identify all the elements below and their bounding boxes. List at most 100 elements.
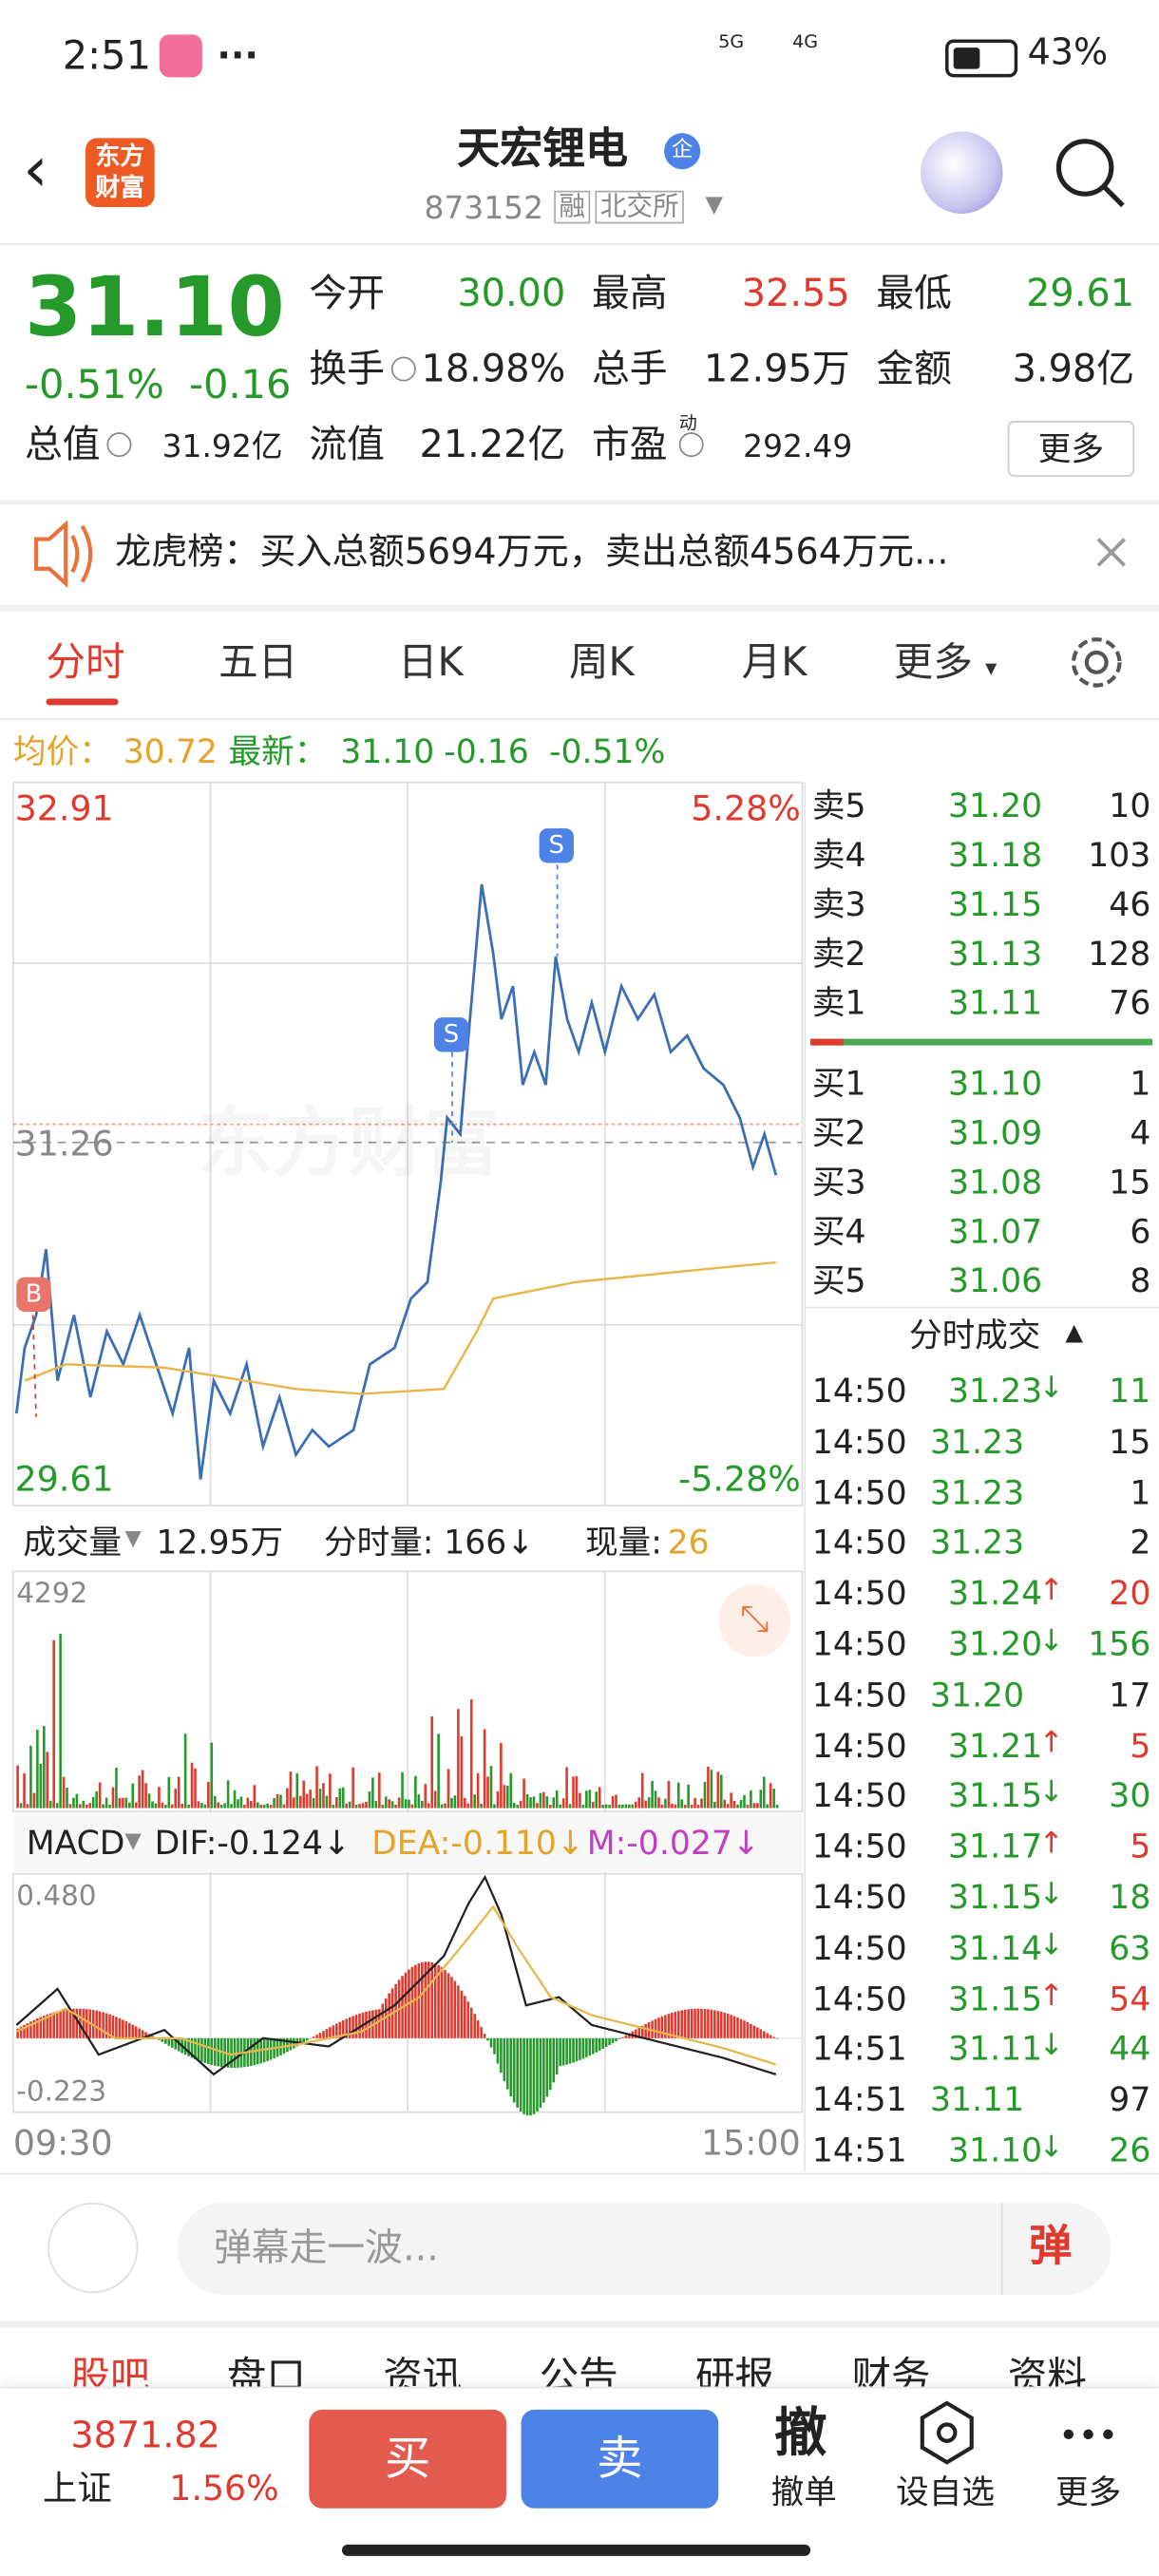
divider <box>0 2320 1159 2328</box>
book-volume: 10 <box>1109 786 1151 825</box>
book-label: 买2 <box>811 1112 866 1153</box>
network-5g: 5G <box>718 30 745 53</box>
buy-button[interactable]: 买 <box>309 2409 506 2509</box>
volume-bar <box>62 1776 66 1809</box>
volume-bar <box>91 1796 95 1809</box>
chart-tab[interactable]: 日K <box>397 639 464 686</box>
watchlist-label[interactable]: 设自选 <box>896 2472 995 2512</box>
macd-bar <box>203 2037 207 2063</box>
volume-bar <box>703 1782 707 1809</box>
index-value[interactable]: 3871.82 <box>70 2415 220 2458</box>
more-icon[interactable] <box>1063 2429 1113 2440</box>
trade-direction: ↓ <box>1038 1775 1064 1810</box>
bottom-tab[interactable]: 资讯 <box>383 2354 463 2387</box>
bottom-tab[interactable]: 股吧 <box>70 2354 150 2387</box>
comment-input[interactable] <box>177 2202 1112 2295</box>
trade-direction: ↑ <box>1038 1978 1064 2014</box>
volume-bar <box>674 1804 677 1809</box>
buy-marker[interactable]: B <box>16 1277 51 1312</box>
battery-level: 43% <box>1027 32 1109 74</box>
search-icon[interactable] <box>1055 139 1114 197</box>
bottom-tab[interactable]: 研报 <box>695 2354 775 2387</box>
macd-bar <box>194 2037 197 2059</box>
settings-icon[interactable] <box>1071 637 1122 688</box>
volume-bar <box>414 1775 417 1809</box>
macd-bar <box>483 2034 486 2038</box>
dif-line <box>15 1874 777 2076</box>
macd-max: 0.480 <box>16 1880 97 1914</box>
macd-bar <box>545 2037 549 2097</box>
macd-bar <box>138 2028 141 2038</box>
trade-price: 31.24 <box>948 1573 1043 1613</box>
bottom-tab[interactable]: 财务 <box>851 2354 931 2387</box>
sell-marker[interactable]: S <box>539 828 574 863</box>
danmaku-button[interactable]: 弹 <box>1029 2222 1073 2272</box>
sell-marker[interactable]: S <box>433 1017 469 1052</box>
volume-label[interactable]: 成交量 <box>23 1522 123 1562</box>
sell-button[interactable]: 卖 <box>521 2409 719 2509</box>
volume-bar <box>233 1790 237 1809</box>
volume-bar <box>305 1793 309 1809</box>
macd-bar <box>378 2009 381 2038</box>
chart-tab[interactable]: 分时 <box>46 639 125 686</box>
volume-bar <box>424 1784 428 1809</box>
chart-tab[interactable]: 周K <box>568 639 635 686</box>
info-icon <box>678 432 704 458</box>
macd-bar <box>124 2021 128 2038</box>
macd-bar <box>555 2037 559 2074</box>
change-percent: -0.51% <box>24 361 164 408</box>
bottom-tab[interactable]: 公告 <box>539 2354 618 2387</box>
macd-label[interactable]: MACD <box>26 1823 125 1863</box>
volume-bar <box>312 1797 315 1809</box>
notice-text[interactable]: 龙虎榜：买入总额5694万元，卖出总额4564万元... <box>115 532 949 574</box>
macd-bar <box>36 2017 39 2038</box>
volume-bar <box>279 1794 282 1809</box>
macd-dif: DIF:-0.124↓ <box>154 1823 351 1863</box>
volume-bar <box>730 1792 732 1809</box>
macd-bar <box>585 2037 588 2057</box>
assistant-avatar[interactable] <box>921 131 1003 214</box>
book-label: 卖1 <box>811 982 866 1023</box>
macd-bar <box>381 2003 385 2038</box>
volume-bar <box>519 1800 522 1809</box>
bottom-tab[interactable]: 盘口 <box>226 2354 306 2387</box>
dropdown[interactable]: ▼ <box>705 192 724 219</box>
macd-bar <box>131 2024 135 2038</box>
macd-bar <box>752 2025 756 2038</box>
volume-bar <box>332 1805 335 1809</box>
macd-bar <box>174 2037 178 2050</box>
volume-bar <box>298 1795 302 1809</box>
volume-bar <box>552 1797 556 1809</box>
field-value: 29.61 <box>1026 273 1135 316</box>
more-button[interactable]: 更多 <box>1007 421 1135 477</box>
trades-title[interactable]: 分时成交 <box>908 1315 1041 1354</box>
macd-bar <box>345 2018 349 2038</box>
close-icon[interactable] <box>1096 538 1127 567</box>
comment-list-button[interactable] <box>48 2202 139 2294</box>
macd-bar <box>437 1964 440 2038</box>
macd-bar <box>750 2023 752 2038</box>
chart-tab[interactable]: 月K <box>741 639 808 686</box>
macd-bar <box>516 2037 519 2108</box>
macd-bar <box>42 2016 46 2038</box>
volume-bar <box>243 1805 246 1809</box>
macd-bar <box>680 2010 684 2038</box>
expand-button[interactable]: ⤡ <box>718 1584 791 1657</box>
watchlist-icon[interactable] <box>920 2400 974 2465</box>
more-label[interactable]: 更多 <box>1054 2472 1122 2512</box>
volume-bar <box>539 1792 542 1809</box>
volume-bar <box>262 1804 266 1809</box>
bottom-tab[interactable]: 资料 <box>1007 2354 1087 2387</box>
field-label: 流值 <box>309 424 385 467</box>
chart-tab[interactable]: 五日 <box>218 639 298 686</box>
back-button[interactable]: ‹ <box>23 133 48 206</box>
volume-bar <box>19 1803 23 1809</box>
trade-price: 31.23 <box>930 1523 1025 1563</box>
volume-bar <box>167 1776 171 1809</box>
macd-bar <box>496 2037 500 2064</box>
cancel-label[interactable]: 撤单 <box>770 2472 837 2512</box>
field-value: 31.92亿 <box>162 428 283 465</box>
chart-tab[interactable]: 更多 ▾ <box>893 639 998 686</box>
cancel-icon[interactable]: 撤 <box>774 2401 827 2465</box>
